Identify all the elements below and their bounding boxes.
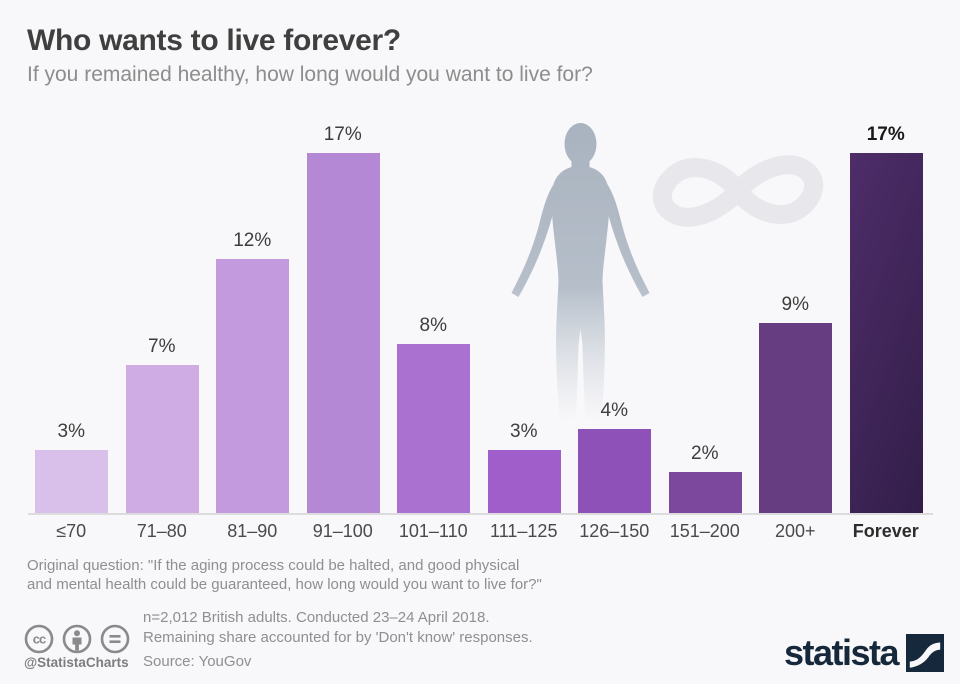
chart-subtitle: If you remained healthy, how long would … bbox=[27, 63, 593, 86]
statista-logo-mark bbox=[906, 634, 944, 672]
statista-charts-handle: @StatistaCharts bbox=[24, 655, 129, 670]
bar-value-label: 8% bbox=[419, 315, 447, 336]
bar-value-label: 17% bbox=[323, 124, 362, 145]
x-axis-label: 101–110 bbox=[398, 521, 468, 541]
x-axis-label: 81–90 bbox=[227, 521, 278, 541]
bar-value-label: 7% bbox=[148, 336, 176, 357]
bar-value-label: 2% bbox=[691, 443, 719, 464]
human-silhouette-icon bbox=[511, 123, 650, 423]
original-question-line2: and mental health could be guaranteed, h… bbox=[27, 576, 542, 593]
bar-value-label: 12% bbox=[233, 230, 272, 251]
page-title: Who wants to live forever? bbox=[27, 24, 401, 57]
bar bbox=[125, 365, 199, 514]
license-badges: cc bbox=[24, 624, 130, 654]
cc-icon: cc bbox=[24, 624, 54, 654]
bar bbox=[668, 472, 742, 514]
x-axis-label: 111–125 bbox=[490, 521, 558, 541]
x-axis-label: ≤70 bbox=[56, 521, 87, 541]
statista-logo-text: statista bbox=[783, 632, 900, 673]
cc-nd-icon bbox=[100, 624, 130, 654]
bar-value-label: 17% bbox=[866, 124, 905, 145]
sample-note: n=2,012 British adults. Conducted 23–24 … bbox=[143, 609, 490, 626]
x-axis-line bbox=[28, 513, 933, 515]
x-axis-label: 71–80 bbox=[136, 521, 187, 541]
bar bbox=[487, 450, 561, 514]
x-axis-label: 151–200 bbox=[669, 521, 740, 541]
bar-value-label: 9% bbox=[781, 294, 809, 315]
original-question-line1: Original question: "If the aging process… bbox=[27, 557, 520, 574]
bar bbox=[397, 344, 470, 514]
infinity-icon bbox=[652, 155, 824, 227]
bar-value-label: 3% bbox=[57, 421, 85, 442]
svg-text:cc: cc bbox=[33, 632, 46, 647]
bar bbox=[849, 153, 923, 514]
x-axis-label: 91–100 bbox=[312, 521, 373, 541]
remaining-share-note: Remaining share accounted for by 'Don't … bbox=[143, 629, 533, 646]
statista-logo: statista bbox=[784, 632, 944, 674]
bar bbox=[306, 153, 380, 514]
bar-value-label: 3% bbox=[510, 421, 538, 442]
bar bbox=[578, 429, 651, 514]
x-axis-label: 200+ bbox=[774, 521, 816, 541]
x-axis-label: 126–150 bbox=[579, 521, 650, 541]
source-note: Source: YouGov bbox=[143, 653, 252, 670]
x-axis-label: Forever bbox=[852, 521, 919, 541]
bar bbox=[216, 259, 289, 514]
bar-value-label: 4% bbox=[600, 400, 628, 421]
bar bbox=[759, 323, 832, 514]
bar bbox=[35, 450, 108, 514]
cc-by-icon bbox=[62, 624, 92, 654]
